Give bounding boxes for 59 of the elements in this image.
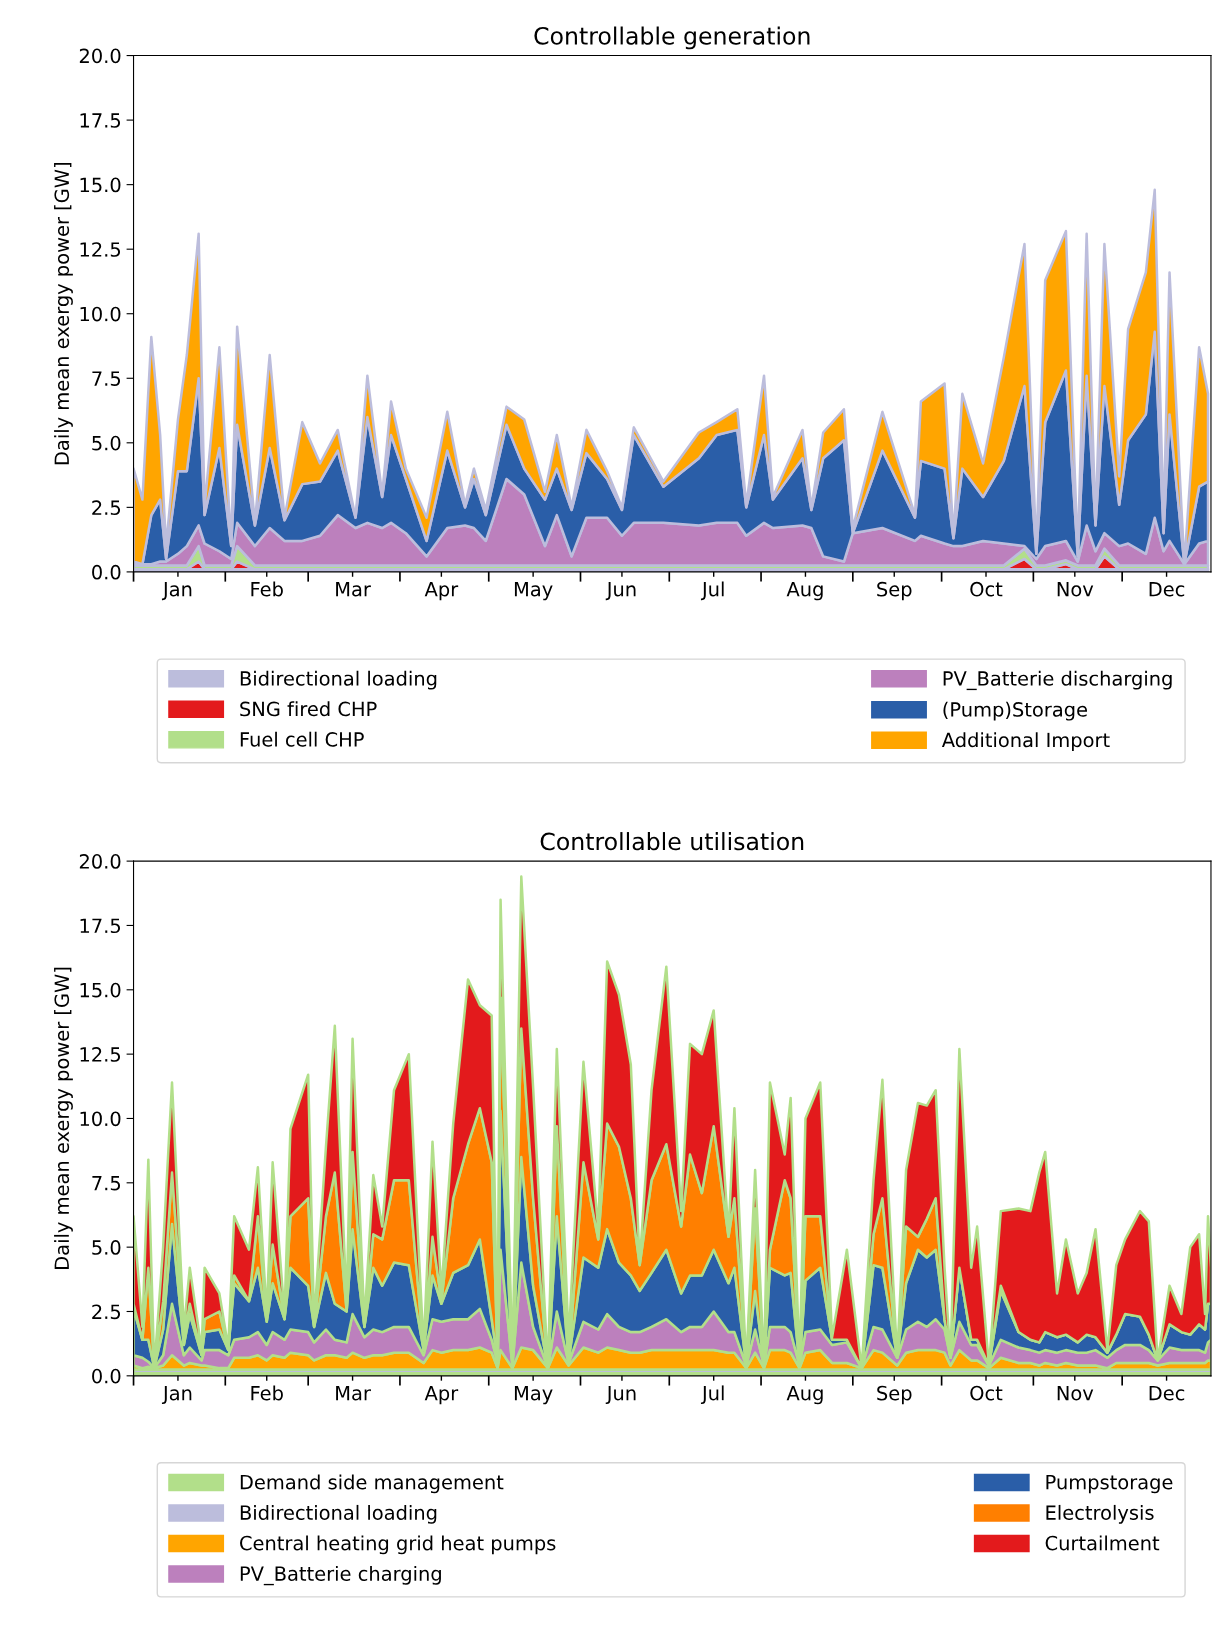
legend-label: Bidirectional loading [240,670,437,690]
y-tick-label: 5.0 [92,435,121,451]
chart-title: Controllable utilisation [540,832,804,851]
x-tick-label: Oct [970,581,1003,597]
x-tick-label: Mar [336,582,371,597]
x-tick-label: Jun [605,582,636,601]
x-tick-label: Sep [877,581,912,601]
x-tick-label: May [514,1386,553,1405]
x-tick-label: Feb [251,1385,283,1401]
y-tick-label: 0.0 [92,564,121,580]
legend-label: Electrolysis [1046,1504,1154,1524]
y-tick-label: 15.0 [80,982,121,998]
x-tick-label: Aug [786,1386,823,1405]
chart-title: Controllable generation [534,26,810,50]
x-tick-label: Oct [970,1385,1003,1401]
x-tick-label: May [514,582,553,601]
y-tick-label: 12.5 [80,242,121,257]
y-tick-label: 17.5 [80,113,121,128]
y-tick-label: 20.0 [79,48,121,64]
y-axis-title: Daily mean exergy power [GW] [54,967,73,1269]
y-tick-label: 15.0 [80,177,121,193]
legend-label: Central heating grid heat pumps [240,1535,556,1555]
x-tick-label: Nov [1057,582,1094,597]
legend-label: Curtailment [1045,1535,1160,1551]
x-tick-label: Jan [161,582,192,601]
legend-label: PV_Batterie discharging [943,670,1172,691]
x-tick-label: Jul [700,581,724,601]
y-tick-label: 10.0 [80,1111,121,1127]
y-tick-label: 10.0 [80,306,121,322]
legend-label: Demand side management [240,1474,504,1494]
legend-label: Bidirectional loading [240,1504,437,1524]
legend-label: PV_Batterie charging [240,1565,441,1586]
legend-label: (Pump)Storage [943,701,1087,721]
y-tick-label: 2.5 [92,1304,121,1320]
y-tick-label: 7.5 [92,371,121,386]
y-tick-label: 17.5 [80,918,121,934]
x-tick-label: Dec [1149,1386,1185,1401]
legend-label: Pumpstorage [1046,1475,1173,1494]
x-tick-label: Jan [161,1386,192,1405]
x-tick-label: Aug [786,582,823,601]
y-tick-label: 5.0 [92,1240,121,1255]
y-tick-label: 2.5 [92,500,121,516]
x-tick-label: Apr [424,1386,459,1405]
x-tick-label: Sep [877,1385,912,1405]
legend-label: Fuel cell CHP [240,731,364,747]
legend-label: Additional Import [941,732,1110,752]
y-tick-label: 12.5 [80,1047,121,1062]
x-tick-label: Apr [424,582,459,601]
x-tick-label: Jun [605,1386,636,1405]
y-tick-label: 20.0 [79,854,121,869]
y-tick-label: 7.5 [92,1176,121,1191]
x-tick-label: Dec [1149,582,1185,597]
y-tick-label: 0.0 [92,1368,121,1384]
x-tick-label: Feb [251,581,283,597]
x-tick-label: Mar [336,1386,371,1401]
y-axis-title: Daily mean exergy power [GW] [54,163,73,465]
legend-label: SNG fired CHP [240,701,377,717]
x-tick-label: Jul [700,1385,724,1405]
x-tick-label: Nov [1057,1386,1094,1401]
